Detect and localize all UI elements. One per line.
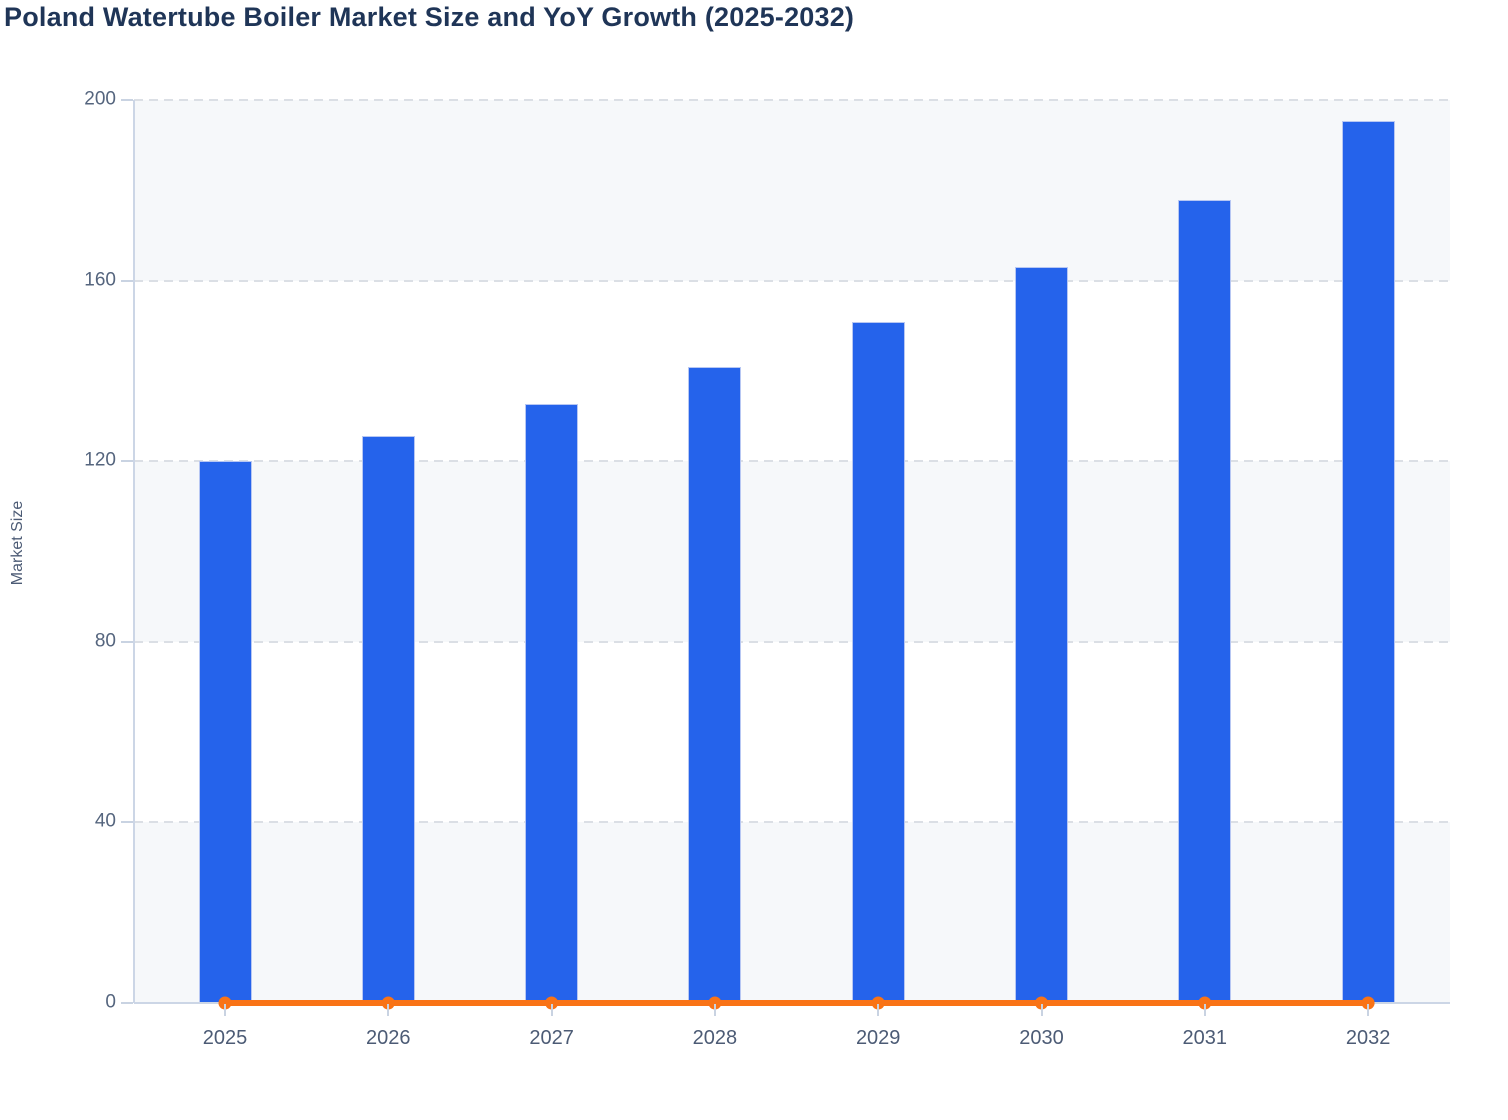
x-tick-label-2026: 2026 bbox=[366, 1027, 411, 1049]
line-marker-2030 bbox=[1035, 996, 1048, 1010]
x-tick-mark bbox=[1040, 1004, 1043, 1016]
bar-2025 bbox=[198, 461, 252, 1003]
bar-2030 bbox=[1015, 266, 1068, 1003]
y-tick-label: 120 bbox=[84, 449, 116, 471]
y-tick-mark bbox=[121, 460, 133, 463]
plot-area bbox=[133, 99, 1450, 1010]
x-tick-mark bbox=[1367, 1004, 1370, 1016]
x-tick-mark bbox=[713, 1004, 716, 1016]
chart-title: Poland Watertube Boiler Market Size and … bbox=[4, 2, 855, 32]
x-tick-mark bbox=[877, 1004, 880, 1016]
bar-2029 bbox=[851, 321, 905, 1003]
y-tick-label: 200 bbox=[84, 88, 116, 110]
line-marker-2031 bbox=[1198, 996, 1212, 1010]
bar-2032 bbox=[1341, 120, 1395, 1003]
line-marker-2029 bbox=[871, 996, 885, 1010]
x-tick-mark bbox=[550, 1004, 553, 1016]
x-tick-label-2032: 2032 bbox=[1345, 1027, 1391, 1049]
y-tick-mark bbox=[121, 640, 133, 643]
gridline bbox=[134, 640, 1450, 643]
gridline bbox=[134, 279, 1450, 282]
y-axis-line bbox=[133, 100, 135, 1003]
bar-2031 bbox=[1178, 200, 1232, 1003]
line-marker-2028 bbox=[708, 996, 722, 1010]
x-tick-label-2028: 2028 bbox=[692, 1027, 738, 1049]
y-axis-title: Market Size bbox=[9, 500, 26, 586]
bar-2026 bbox=[361, 435, 415, 1003]
yoy-growth-line-svg bbox=[218, 996, 1375, 1010]
x-tick-label-2030: 2030 bbox=[1019, 1027, 1064, 1049]
bar-2028 bbox=[688, 367, 742, 1003]
y-tick-mark bbox=[121, 99, 133, 101]
gridline bbox=[134, 99, 1450, 101]
y-tick-label: 0 bbox=[105, 991, 116, 1013]
y-tick-label: 160 bbox=[84, 269, 116, 291]
x-tick-mark bbox=[224, 1004, 226, 1016]
gridline bbox=[134, 821, 1450, 824]
line-marker-2026 bbox=[381, 996, 395, 1010]
line-marker-2027 bbox=[545, 996, 559, 1010]
y-tick-mark bbox=[121, 279, 133, 282]
x-tick-label-2025: 2025 bbox=[202, 1027, 248, 1049]
y-tick-label: 80 bbox=[94, 630, 116, 652]
y-tick-mark bbox=[121, 1002, 133, 1004]
y-tick-mark bbox=[121, 821, 133, 824]
x-tick-mark bbox=[387, 1004, 390, 1016]
gridline bbox=[134, 460, 1450, 463]
x-tick-label-2027: 2027 bbox=[529, 1027, 574, 1049]
line-marker-2025 bbox=[218, 996, 232, 1010]
line-marker-2032 bbox=[1361, 996, 1375, 1010]
x-tick-label-2029: 2029 bbox=[855, 1027, 901, 1049]
y-tick-label: 40 bbox=[94, 810, 116, 832]
bar-2027 bbox=[525, 404, 579, 1003]
x-tick-label-2031: 2031 bbox=[1182, 1027, 1228, 1049]
x-tick-mark bbox=[1203, 1004, 1206, 1016]
